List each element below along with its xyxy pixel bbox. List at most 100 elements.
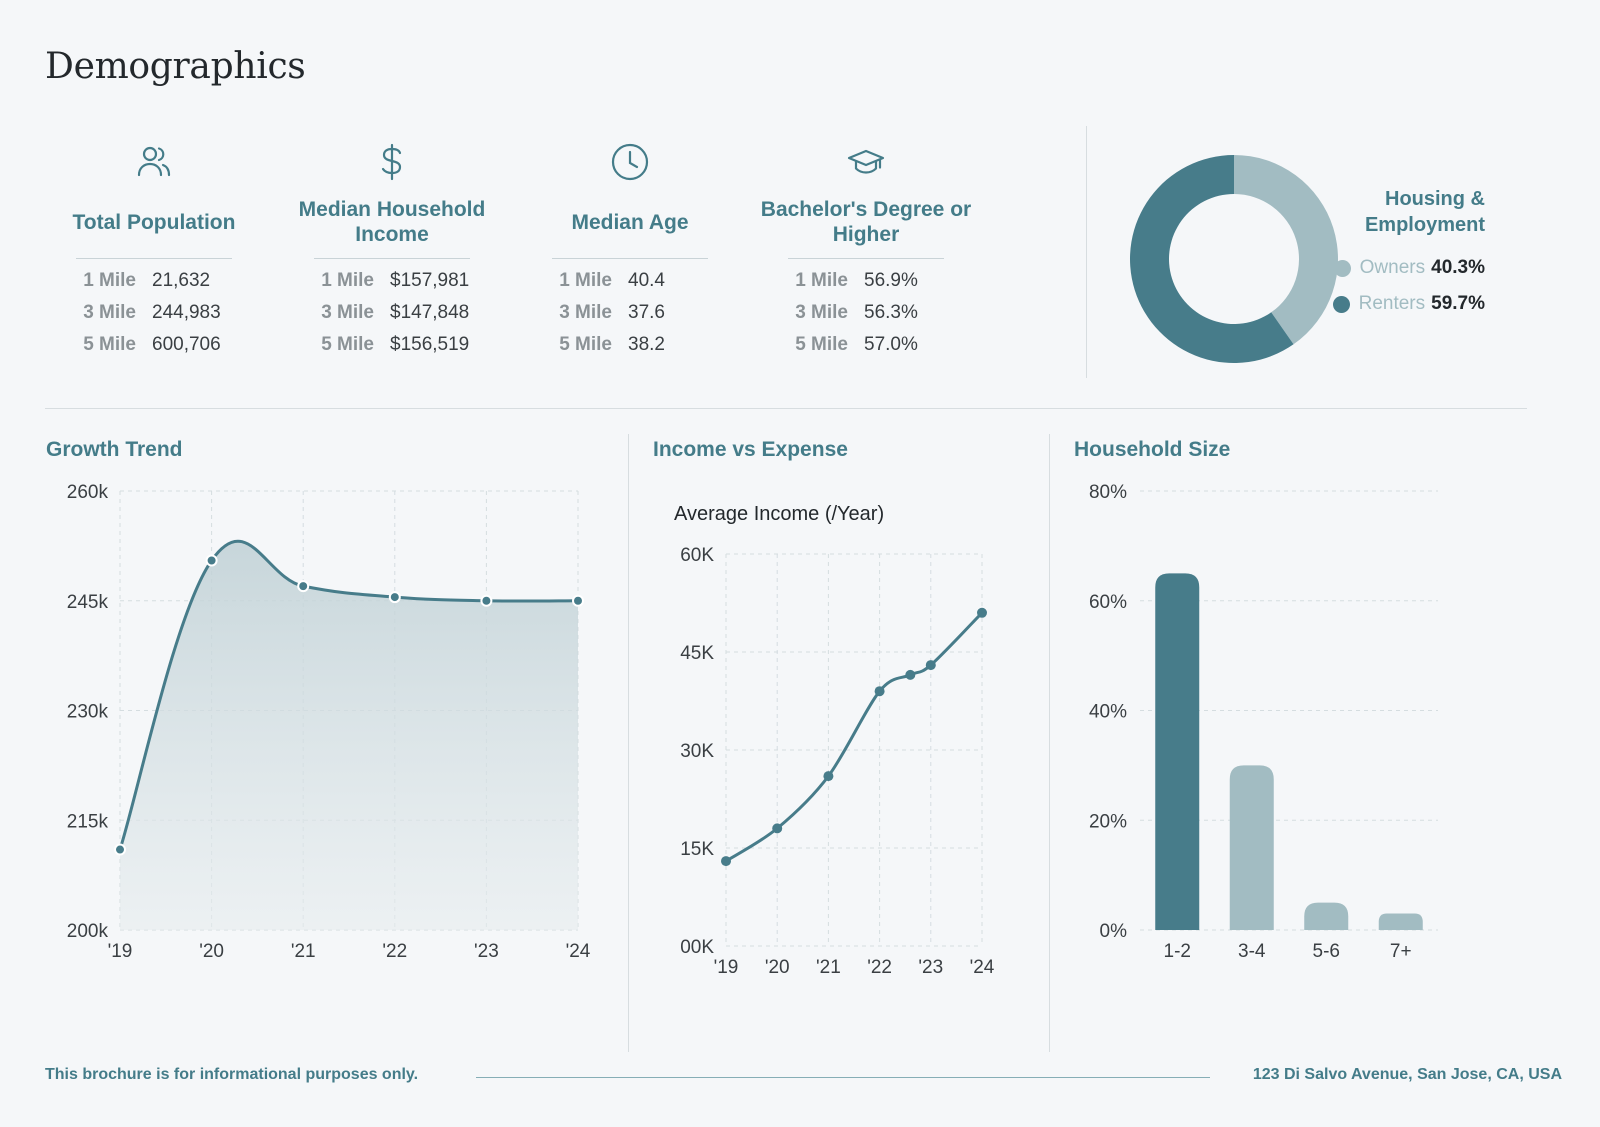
footer-divider (476, 1077, 1210, 1078)
x-tick-label: '24 (566, 941, 591, 962)
y-tick-label: 245k (67, 592, 109, 613)
radius-label: 5 Mile (559, 334, 612, 355)
divider (314, 258, 470, 259)
stat-row: 5 Mile $156,519 (272, 333, 512, 357)
radius-label: 1 Mile (321, 270, 374, 291)
radius-label: 1 Mile (83, 270, 136, 291)
y-tick-label: 230k (67, 702, 109, 723)
income-line (725, 611, 984, 863)
stat-value: 56.9% (864, 270, 918, 291)
housing-legend-title: Housing & Employment (1365, 186, 1485, 238)
bar-5-6 (1304, 902, 1349, 930)
radius-label: 1 Mile (795, 270, 848, 291)
y-tick-label: 260k (67, 482, 109, 503)
dollar-icon (272, 140, 512, 184)
stat-label: Median Household Income (298, 198, 486, 246)
income-point (977, 607, 987, 618)
stat-value: 600,706 (152, 334, 221, 355)
stat-row: 5 Mile 38.2 (510, 333, 750, 357)
growth-point (114, 843, 126, 856)
income-line-chart: Average Income (/Year) 00K 15K 30K 45K 60K '19… (674, 503, 995, 978)
x-tick-label: '23 (474, 941, 499, 962)
radius-label: 5 Mile (83, 334, 136, 355)
y-tick-label: 60% (1089, 592, 1127, 613)
donut-slice-owners (1234, 155, 1338, 345)
bar-7+ (1378, 913, 1423, 930)
y-tick-label: 40% (1089, 702, 1127, 723)
stat-label: Total Population (72, 210, 236, 234)
x-tick-label: '22 (382, 941, 407, 962)
y-tick-label: 45K (680, 643, 714, 664)
stat-row: 1 Mile 40.4 (510, 269, 750, 293)
legend-title-line: Housing & (1385, 188, 1485, 210)
radius-label: 5 Mile (321, 334, 374, 355)
x-tick-label: '20 (199, 941, 224, 962)
stat-row: 3 Mile 37.6 (510, 301, 750, 325)
footer-address: 123 Di Salvo Avenue, San Jose, CA, USA (1252, 1066, 1562, 1083)
stat-row: 1 Mile $157,981 (272, 269, 512, 293)
radius-label: 3 Mile (83, 302, 136, 323)
radius-label: 3 Mile (795, 302, 848, 323)
x-tick-label: '22 (867, 957, 892, 978)
x-tick-label: 1-2 (1164, 941, 1191, 962)
x-tick-label: 7+ (1390, 941, 1412, 962)
divider (76, 258, 232, 259)
income-point (905, 669, 916, 680)
x-tick-label: 5-6 (1313, 941, 1340, 962)
growth-point (572, 594, 584, 607)
y-tick-label: 20% (1089, 811, 1127, 832)
divider (552, 258, 708, 259)
page-title: Demographics (45, 46, 306, 87)
growth-trend-title: Growth Trend (46, 438, 183, 461)
growth-point (297, 580, 310, 593)
clock-icon (510, 140, 750, 184)
stat-total-population: Total Population 1 Mile 21,632 3 Mile 244,… (34, 140, 274, 357)
stat-value: $156,519 (390, 334, 470, 355)
bar-3-4 (1229, 765, 1274, 930)
income-point (721, 856, 731, 867)
stat-row: 5 Mile 600,706 (34, 333, 274, 357)
household-size-title: Household Size (1074, 438, 1231, 461)
stat-label: Bachelor's Degree or Higher (760, 198, 972, 246)
y-tick-label: 215k (67, 811, 109, 832)
x-tick-label: '23 (918, 957, 943, 978)
stat-value: $157,981 (390, 270, 470, 291)
stat-row: 1 Mile 21,632 (34, 269, 274, 293)
stat-row: 1 Mile 56.9% (746, 269, 986, 293)
vertical-divider (1086, 126, 1087, 378)
legend-item-renters: Renters 59.7% (1332, 292, 1485, 316)
income-point (925, 660, 936, 671)
vertical-divider (628, 434, 629, 1052)
stat-row: 3 Mile 56.3% (746, 301, 986, 325)
stat-row: 5 Mile 57.0% (746, 333, 986, 357)
footer-disclaimer: This brochure is for informational purpo… (45, 1066, 419, 1083)
people-icon (34, 140, 274, 184)
radius-label: 5 Mile (795, 334, 848, 355)
y-tick-label: 15K (680, 839, 714, 860)
legend-title-line: Employment (1364, 214, 1485, 236)
stat-value: 56.3% (864, 302, 918, 323)
legend-value: 59.7% (1431, 293, 1485, 314)
income-point (874, 686, 885, 697)
x-tick-label: '20 (765, 957, 790, 978)
growth-trend-chart: 200k 215k 230k 245k 260k '19 '20 '21 '22 '23 '24 (67, 482, 591, 962)
stat-value: 21,632 (152, 270, 211, 291)
legend-dot (1333, 259, 1351, 277)
legend-dot (1332, 295, 1350, 313)
housing-legend: Owners 40.3% Renters 59.7% (1332, 256, 1485, 316)
legend-label: Owners (1359, 257, 1426, 278)
income-point (772, 823, 783, 834)
x-tick-label: '19 (108, 941, 133, 962)
stat-median-age: Median Age 1 Mile 40.4 3 Mile 37.6 5 Mile 3… (510, 140, 750, 357)
stat-value: 38.2 (628, 334, 665, 355)
growth-area (120, 541, 578, 930)
vertical-divider (1049, 434, 1050, 1052)
stat-row: 3 Mile 244,983 (34, 301, 274, 325)
radius-label: 3 Mile (321, 302, 374, 323)
y-tick-label: 00K (680, 937, 714, 958)
income-point (823, 771, 834, 782)
income-subtitle: Average Income (/Year) (674, 503, 884, 525)
stat-bachelors-degree: Bachelor's Degree or Higher 1 Mile 56.9% … (746, 140, 986, 357)
stat-value: 244,983 (152, 302, 221, 323)
donut-slice-renters (1130, 155, 1294, 363)
